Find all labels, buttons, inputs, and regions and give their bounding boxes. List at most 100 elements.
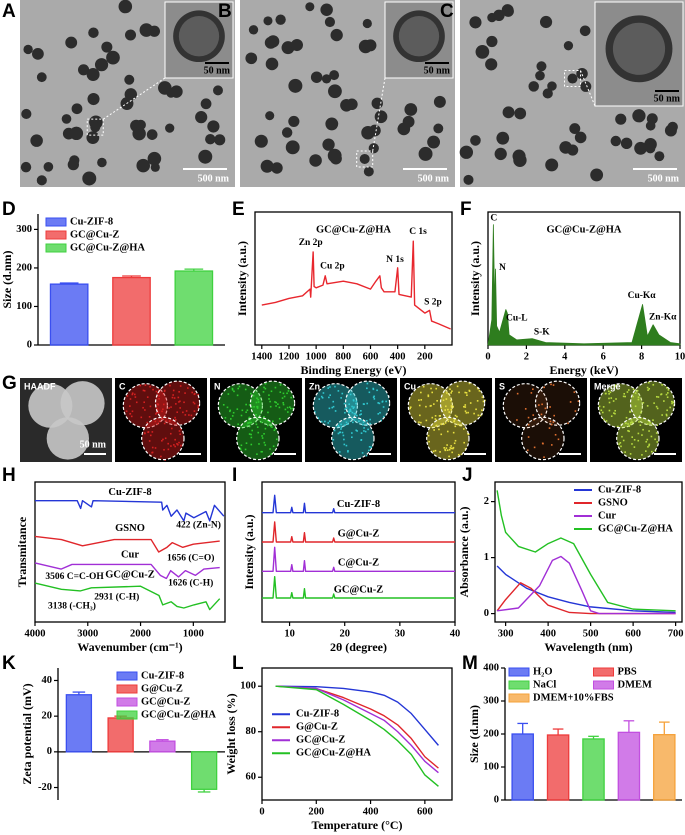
y-tick-label: 1 xyxy=(484,552,489,563)
signal-dot xyxy=(176,443,178,445)
zoom-line xyxy=(102,77,166,120)
nanoparticle xyxy=(363,166,374,177)
x-tick-label: 600 xyxy=(363,351,379,362)
legend-swatch xyxy=(45,243,67,253)
signal-dot xyxy=(457,453,460,456)
nanoparticle xyxy=(207,120,220,133)
x-axis-label: Binding Energy (eV) xyxy=(300,363,406,377)
signal-dot xyxy=(433,429,435,431)
y-tick-label: 0 xyxy=(47,746,52,757)
chart-panel: -20 0 20 40 Zeta potential (mV) Cu-ZIF-8 G@Cu-… xyxy=(20,668,225,800)
channel-label: C xyxy=(119,381,126,391)
signal-dot xyxy=(289,406,291,408)
signal-dot xyxy=(669,406,671,409)
signal-dot xyxy=(464,406,467,408)
nanoparticle xyxy=(245,52,258,65)
signal-dot xyxy=(168,407,170,409)
signal-dot xyxy=(463,405,465,408)
signal-dot xyxy=(446,430,449,433)
signal-dot xyxy=(340,423,342,426)
legend-label: Cu-ZIF-8 xyxy=(141,670,184,681)
signal-dot xyxy=(348,410,350,413)
signal-dot xyxy=(281,397,284,399)
signal-dot xyxy=(262,391,265,393)
signal-dot xyxy=(445,447,448,449)
signal-dot xyxy=(602,406,605,408)
signal-dot xyxy=(557,438,560,441)
legend-label: GSNO xyxy=(598,497,628,508)
signal-dot xyxy=(289,407,292,410)
legend-swatch xyxy=(116,710,138,720)
x-tick-label: 30 xyxy=(395,628,406,639)
signal-dot xyxy=(653,402,655,404)
signal-dot xyxy=(155,411,158,414)
signal-dot xyxy=(637,439,640,442)
signal-dot xyxy=(366,387,368,390)
signal-dot xyxy=(331,406,334,409)
nanoparticle xyxy=(397,122,411,136)
signal-dot xyxy=(381,400,384,403)
particle-outline xyxy=(426,416,470,461)
particle-outline xyxy=(312,383,359,429)
signal-dot xyxy=(368,391,371,394)
x-tick-label: 1000 xyxy=(306,351,327,362)
legend-swatch xyxy=(508,693,530,703)
signal-dot xyxy=(172,394,174,396)
signal-dot xyxy=(270,390,273,393)
signal-dot xyxy=(248,404,251,406)
signal-dot xyxy=(481,409,483,411)
x-tick-label: 1400 xyxy=(251,351,272,362)
signal-dot xyxy=(648,381,650,384)
signal-dot xyxy=(231,389,234,391)
x-tick-label: 10 xyxy=(675,351,685,362)
annotation: C 1s xyxy=(409,227,427,237)
signal-dot xyxy=(139,384,142,387)
signal-dot xyxy=(239,448,242,451)
annotation: 1656 (C=O) xyxy=(167,552,214,563)
legend-label: G@Cu-Z xyxy=(296,722,338,733)
signal-dot xyxy=(349,393,352,396)
nanoparticle xyxy=(125,29,137,41)
signal-dot xyxy=(448,411,451,413)
nanoparticle xyxy=(265,111,275,121)
signal-dot xyxy=(435,387,438,390)
tile-background xyxy=(495,378,587,462)
signal-dot xyxy=(275,438,278,441)
signal-dot xyxy=(541,442,544,445)
particle-outline xyxy=(331,416,375,461)
signal-dot xyxy=(148,415,151,418)
signal-dot xyxy=(540,413,543,416)
nanoparticle xyxy=(328,84,342,99)
signal-dot xyxy=(367,428,369,431)
signal-dot xyxy=(152,388,154,391)
signal-dot xyxy=(193,402,196,405)
signal-dot xyxy=(356,414,358,417)
signal-dot xyxy=(178,401,180,403)
annotation: Zn-Kα xyxy=(649,312,677,322)
signal-dot xyxy=(261,437,264,439)
signal-dot xyxy=(328,396,330,399)
series-line xyxy=(496,565,676,614)
signal-dot xyxy=(628,425,631,428)
signal-dot xyxy=(366,419,368,422)
signal-dot xyxy=(164,437,167,440)
signal-dot xyxy=(443,423,445,426)
signal-dot xyxy=(351,436,353,439)
y-tick-label: 100 xyxy=(483,761,499,772)
y-tick-label: 100 xyxy=(240,681,256,692)
legend-label: NaCl xyxy=(533,679,556,690)
signal-dot xyxy=(366,382,369,385)
signal-dot xyxy=(600,409,603,412)
selection-box xyxy=(86,118,104,136)
panel-label: J xyxy=(462,465,473,486)
x-tick-label: 600 xyxy=(625,628,641,639)
signal-dot xyxy=(174,418,177,421)
signal-dot xyxy=(427,394,430,397)
legend-label: GC@Cu-Z@HA xyxy=(70,242,145,253)
series-line xyxy=(262,521,455,543)
signal-dot xyxy=(385,400,387,403)
particle-outline xyxy=(597,383,644,429)
inset-particle-core xyxy=(398,16,440,57)
nanoparticle xyxy=(146,129,158,140)
signal-dot xyxy=(476,400,479,402)
